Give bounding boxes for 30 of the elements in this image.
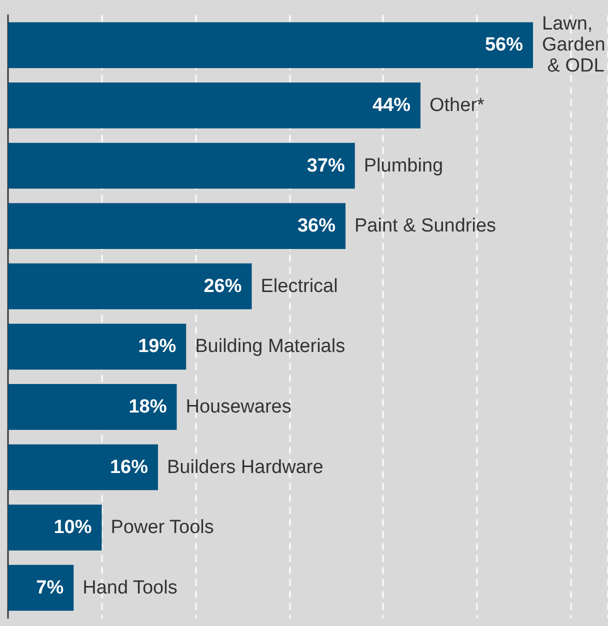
bar — [8, 203, 346, 249]
y-tick-label: Lawn, Garden & ODL — [542, 14, 606, 77]
data-label: 36% — [297, 216, 336, 237]
y-tick-label: Plumbing — [364, 155, 444, 176]
data-label: 44% — [372, 94, 411, 116]
bar — [8, 384, 177, 430]
data-label: 19% — [138, 336, 176, 358]
data-label: 7% — [36, 577, 64, 598]
data-label: 37% — [306, 155, 345, 176]
bar — [8, 22, 533, 68]
data-label: 56% — [484, 34, 524, 56]
y-tick-label: Paint & Sundries — [354, 216, 496, 237]
data-label: 26% — [204, 276, 242, 297]
bar — [8, 504, 102, 550]
bar — [8, 444, 158, 490]
bar — [8, 142, 355, 189]
y-tick-label: Building Materials — [195, 336, 346, 358]
bar — [8, 82, 420, 128]
y-tick-label: Builders Hardware — [167, 456, 324, 478]
data-label: 10% — [54, 517, 92, 538]
y-tick-label: Housewares — [186, 396, 292, 418]
data-label: 16% — [110, 456, 148, 478]
y-tick-label: Power Tools — [110, 517, 214, 538]
bar — [8, 564, 74, 611]
data-label: 18% — [128, 396, 167, 418]
bar — [8, 324, 186, 370]
y-tick-label: Other* — [430, 94, 486, 116]
bar — [8, 263, 252, 310]
y-tick-label: Hand Tools — [82, 577, 178, 598]
y-tick-label: Electrical — [260, 276, 338, 297]
